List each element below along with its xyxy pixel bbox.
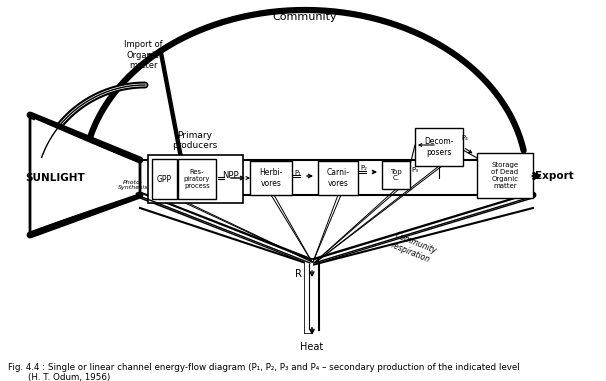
Text: Fig. 4.4 : Single or linear channel energy-flow diagram (P₁, P₂, P₃ and P₄ – sec: Fig. 4.4 : Single or linear channel ener… <box>8 363 520 372</box>
Polygon shape <box>30 115 140 235</box>
Text: Herbi-
vores: Herbi- vores <box>259 168 283 187</box>
Text: P₂: P₂ <box>360 165 367 171</box>
Text: Carni-
vores: Carni- vores <box>327 168 350 187</box>
Bar <box>148 155 243 203</box>
Text: R: R <box>295 269 302 279</box>
Bar <box>152 159 177 199</box>
Bar <box>382 161 410 189</box>
Polygon shape <box>314 195 531 263</box>
Text: Heat: Heat <box>301 342 324 352</box>
Text: SUNLIGHT: SUNLIGHT <box>25 173 85 183</box>
Text: Community: Community <box>273 12 338 22</box>
Text: Export: Export <box>535 171 574 181</box>
Text: Primary
producers: Primary producers <box>172 131 218 150</box>
Text: Community
respiration: Community respiration <box>390 231 438 265</box>
Text: Decom-
posers: Decom- posers <box>424 138 454 157</box>
Bar <box>477 153 533 198</box>
Text: P₃: P₃ <box>411 167 418 173</box>
Polygon shape <box>35 120 135 228</box>
Text: Import of
Organic
matter: Import of Organic matter <box>124 40 162 70</box>
Bar <box>415 128 463 166</box>
Text: (H. T. Odum, 1956): (H. T. Odum, 1956) <box>28 373 110 381</box>
Bar <box>178 159 216 199</box>
Text: Res-
piratory
process: Res- piratory process <box>184 169 210 189</box>
Bar <box>318 161 358 195</box>
Polygon shape <box>142 195 310 263</box>
Text: GPP: GPP <box>157 174 172 184</box>
Text: Storage
of Dead
Organic
matter: Storage of Dead Organic matter <box>491 162 519 189</box>
Text: P₁: P₁ <box>294 170 301 176</box>
Text: P₄: P₄ <box>461 135 468 141</box>
Text: NPP: NPP <box>222 171 239 179</box>
Text: Top
C.: Top C. <box>390 169 402 181</box>
Text: Photo-
Synthesis: Photo- Synthesis <box>118 180 148 190</box>
Bar <box>250 161 292 195</box>
